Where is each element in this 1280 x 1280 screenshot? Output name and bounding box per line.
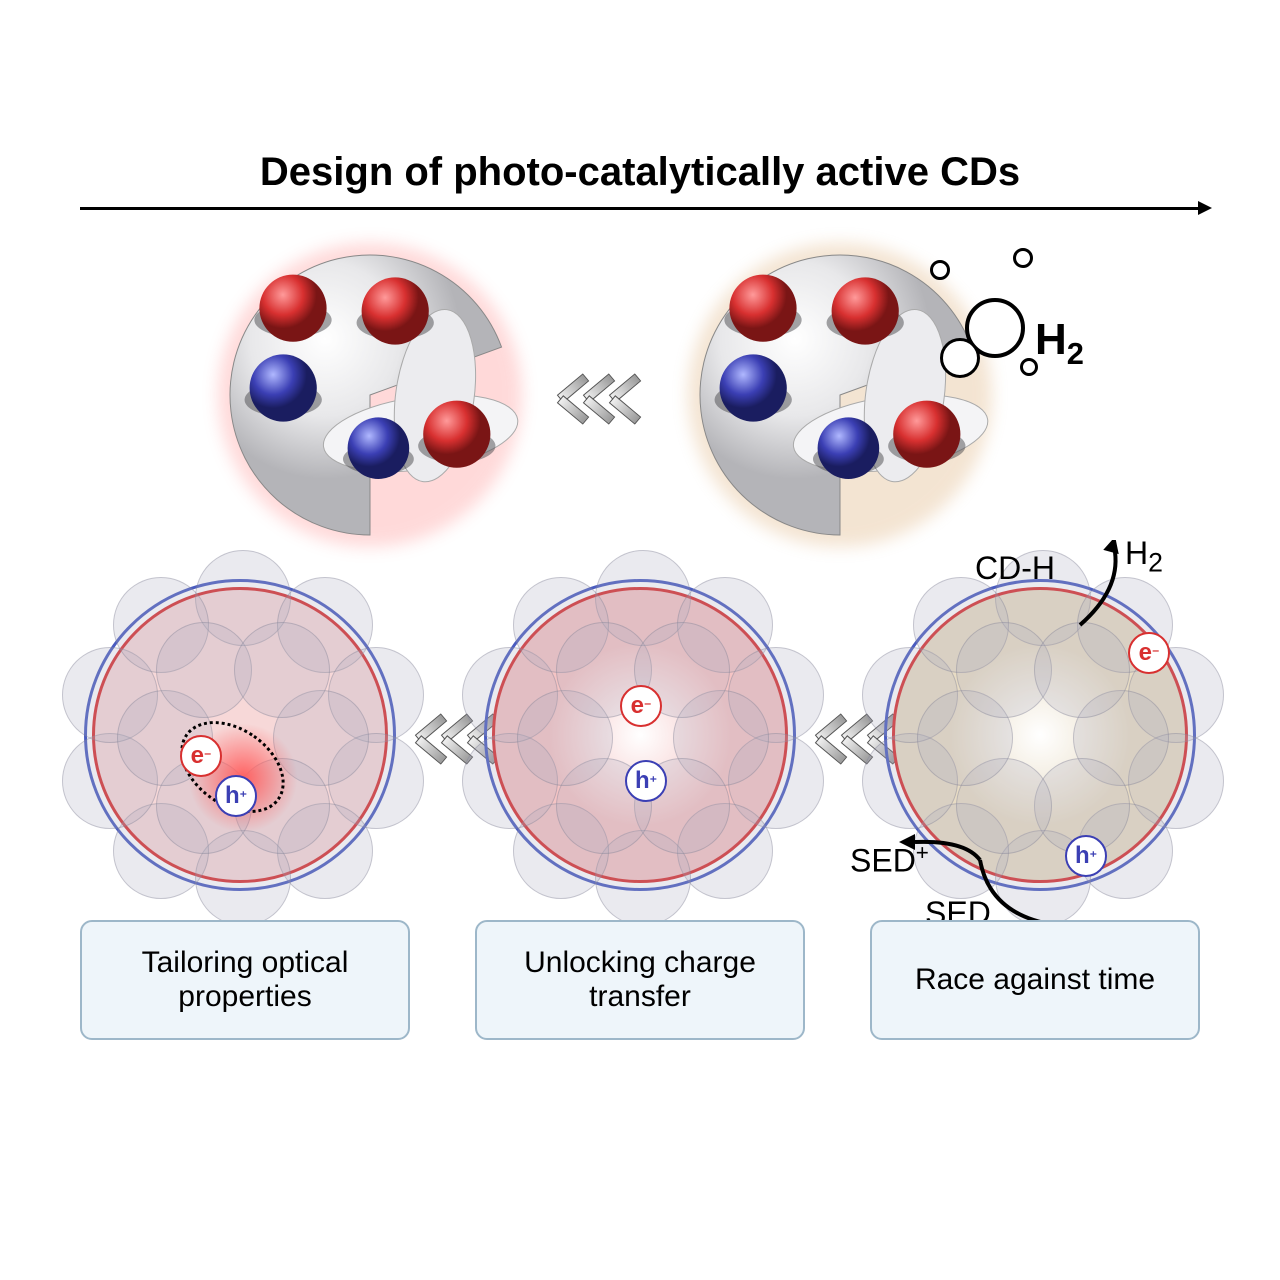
title-arrow-line	[80, 207, 1200, 210]
caption-row: Tailoring optical properties Unlocking c…	[80, 920, 1200, 1040]
disk-tailoring	[70, 565, 410, 905]
electron-marker: e⁻	[1128, 632, 1170, 674]
h2-label: H2	[1035, 315, 1084, 372]
electron-marker: e⁻	[180, 735, 222, 777]
bottom-row: CD-H H2 SED+ SED e⁻h⁺e⁻h⁺e⁻h⁺	[80, 570, 1200, 900]
caption-unlocking: Unlocking charge transfer	[475, 920, 805, 1040]
hole-marker: h⁺	[215, 775, 257, 817]
bubble-icon	[940, 338, 980, 378]
diagram-container: Design of photo-catalytically active CDs…	[80, 150, 1200, 1050]
top-row: H2	[80, 230, 1200, 560]
electron-marker: e⁻	[620, 685, 662, 727]
caption-race: Race against time	[870, 920, 1200, 1040]
chevrons-top	[560, 370, 638, 428]
arrow-cdh-h2	[1065, 540, 1195, 640]
cut-sphere-left	[200, 225, 540, 565]
title-arrow-head	[1198, 201, 1212, 215]
caption-tailoring: Tailoring optical properties	[80, 920, 410, 1040]
title-row: Design of photo-catalytically active CDs	[80, 150, 1200, 220]
hole-marker: h⁺	[625, 760, 667, 802]
title-text: Design of photo-catalytically active CDs	[80, 150, 1200, 195]
disk-unlocking	[470, 565, 810, 905]
label-cdh: CD-H	[975, 550, 1055, 587]
bubble-icon	[1013, 248, 1033, 268]
chevron-icon	[612, 370, 644, 428]
bubble-icon	[1020, 358, 1038, 376]
bubble-icon	[930, 260, 950, 280]
hole-marker: h⁺	[1065, 835, 1107, 877]
cut-sphere-right	[670, 225, 1010, 565]
